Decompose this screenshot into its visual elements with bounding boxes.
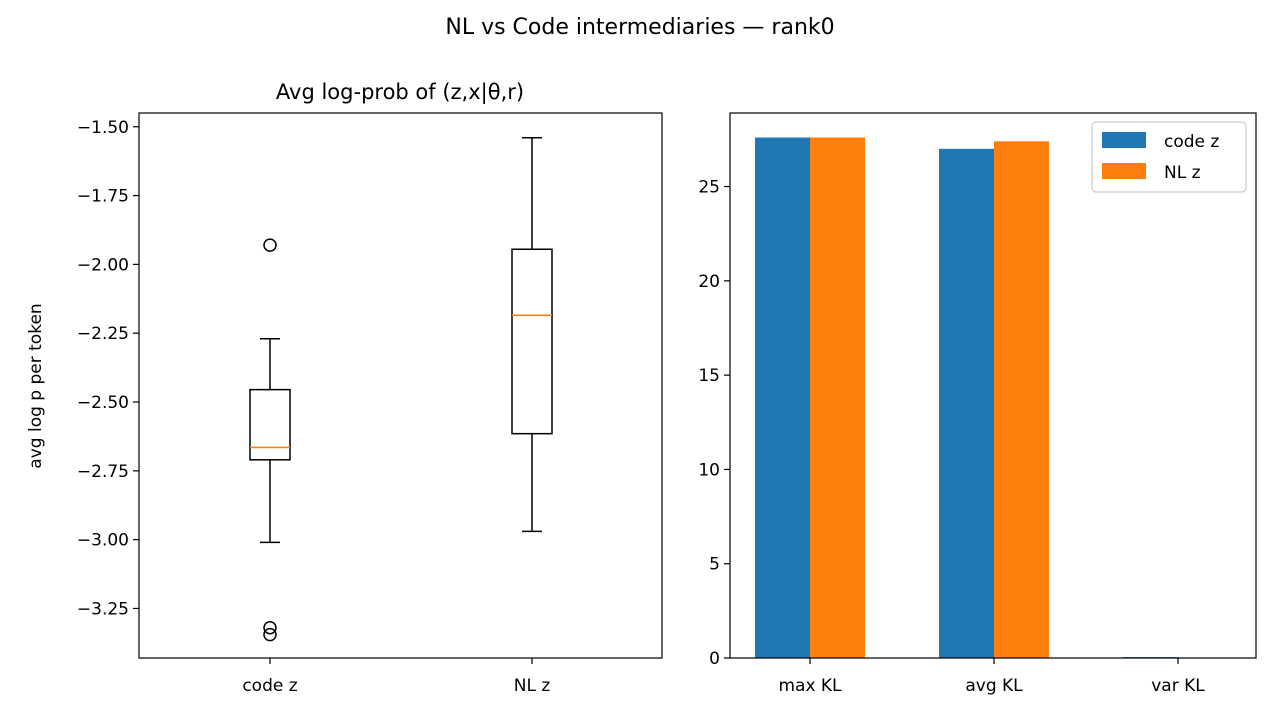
barplot-y-tick-label: 25: [698, 178, 720, 198]
boxplot-y-tick-label: −2.25: [77, 324, 129, 344]
barplot-legend: code z NL z: [1091, 121, 1247, 193]
boxplot-y-tick-label: −2.75: [77, 462, 129, 482]
boxplot-title: Avg log-prob of (z,x|θ,r): [276, 80, 524, 105]
box-iqr: [249, 388, 291, 461]
barplot-y-tick-label: 15: [698, 366, 720, 386]
barplot-axes-frame: [729, 112, 1257, 659]
bar-code-z: [755, 137, 810, 658]
barplot-marks: [755, 137, 1178, 658]
boxplot-x-tick-label: code z: [242, 676, 297, 696]
boxplot-y-tick-label: −2.50: [77, 393, 129, 413]
boxplot-y-tick-label: −1.75: [77, 187, 129, 207]
legend-swatch: [1102, 132, 1146, 148]
boxplot-y-tick-label: −2.00: [77, 255, 129, 275]
barplot-x-tick-label: avg KL: [965, 676, 1023, 696]
boxplot-y-tick-label: −1.50: [77, 118, 129, 138]
box-iqr: [511, 248, 553, 435]
barplot-y-axis: 0 5 10 15 20 25: [698, 178, 730, 669]
bar-code-z: [939, 148, 994, 658]
barplot-y-tick-label: 0: [709, 649, 720, 669]
barplot-x-axis: max KL avg KL var KL: [778, 658, 1205, 696]
barplot-y-tick-label: 20: [698, 272, 720, 292]
boxplot-x-tick-label: NL z: [514, 676, 551, 696]
legend-swatch: [1102, 163, 1146, 179]
bar-nl-z: [994, 141, 1049, 658]
barplot-y-tick-label: 5: [709, 555, 720, 575]
boxplot-y-label: avg log p per token: [26, 303, 46, 468]
boxplot-x-axis: code z NL z: [242, 658, 550, 696]
legend-label: code z: [1164, 132, 1219, 152]
box-outlier: [263, 620, 277, 635]
barplot-panel: 0 5 10 15 20 25 max KL avg KL var KL code z NL z: [698, 112, 1257, 696]
box-outlier: [263, 238, 277, 252]
figure-title: NL vs Code intermediaries — rank0: [445, 15, 834, 40]
barplot-y-tick-label: 10: [698, 460, 720, 480]
boxplot-y-tick-label: −3.25: [77, 599, 129, 619]
boxplot-panel: Avg log-prob of (z,x|θ,r) −1.50 −1.75 −2.0…: [26, 80, 663, 696]
boxplot-marks: [249, 137, 553, 642]
boxplot-axes-frame: [138, 112, 663, 659]
boxplot-y-axis: −1.50 −1.75 −2.00 −2.25 −2.50 −2.75 −3.00 −3.25: [77, 118, 139, 619]
barplot-x-tick-label: max KL: [778, 676, 842, 696]
boxplot-y-tick-label: −3.00: [77, 531, 129, 551]
box-outlier: [263, 627, 277, 642]
legend-label: NL z: [1164, 163, 1201, 183]
barplot-x-tick-label: var KL: [1151, 676, 1205, 696]
bar-nl-z: [810, 137, 865, 658]
